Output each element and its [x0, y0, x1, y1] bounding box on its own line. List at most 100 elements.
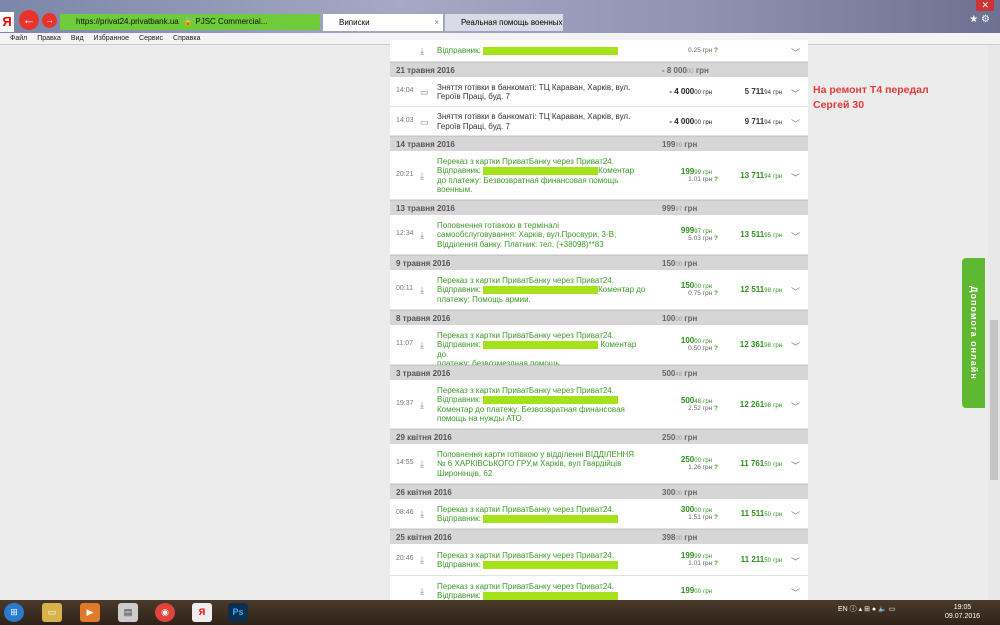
description-line: платежу: Помощь армии.: [437, 295, 647, 305]
currency: грн: [702, 560, 713, 567]
transaction-row[interactable]: 11:07 ⤓ Переказ з картки ПриватБанку через…: [390, 325, 808, 369]
menu-item[interactable]: Файл: [10, 35, 28, 42]
commission-help-icon[interactable]: ?: [712, 47, 718, 54]
balance-int: 13 711: [740, 170, 765, 180]
menu-item[interactable]: Правка: [37, 35, 61, 42]
transaction-row[interactable]: 08:46 ⤓ Переказ з картки ПриватБанку через…: [390, 499, 808, 529]
explorer-icon[interactable]: ▭: [42, 603, 62, 622]
photoshop-icon[interactable]: Ps: [228, 603, 248, 622]
description-text: платежу: Помощь армии.: [437, 294, 531, 304]
language-indicator[interactable]: EN: [838, 606, 848, 613]
currency: грн: [702, 404, 713, 412]
transaction-row[interactable]: 19:37 ⤓ Переказ з картки ПриватБанку через…: [390, 380, 808, 429]
currency: грн: [684, 533, 698, 542]
chevron-down-icon[interactable]: ﹀: [790, 401, 800, 412]
amount-dec: 48: [694, 398, 701, 405]
system-tray: EN ⓘ ▴ ⊞ ● 🔈 ▭: [838, 606, 896, 613]
commission-help-icon[interactable]: ?: [712, 560, 718, 567]
transaction-row[interactable]: ⤓ Відправник: 0.25 грн ? ﹀: [390, 40, 808, 62]
tab-statements[interactable]: Виписки ×: [323, 14, 443, 31]
date-header: 26 квітня 2016 30000 грн: [390, 484, 808, 499]
transaction-description: Переказ з картки ПриватБанку через Прива…: [437, 157, 647, 195]
description-text: Відправник:: [437, 560, 484, 569]
tab-news[interactable]: Реальная помощь военных -...: [445, 14, 563, 31]
chevron-down-icon[interactable]: ﹀: [790, 172, 800, 183]
forward-button[interactable]: →: [42, 13, 57, 28]
amount-dec: 99: [694, 169, 701, 176]
menu-item[interactable]: Справка: [173, 35, 201, 42]
balance: 9 71194 грн: [745, 117, 782, 126]
download-icon: ⤓: [420, 230, 424, 240]
description-text: самообслуговування: Харків, вул.Просвури…: [437, 230, 617, 240]
total-dec: 97: [675, 207, 683, 213]
amount-dec: 00: [694, 458, 701, 464]
description-line: Відправник: Коментар до: [437, 340, 647, 359]
amount-int: - 4 000: [669, 87, 695, 96]
scrollbar-thumb[interactable]: [990, 320, 998, 480]
chrome-icon[interactable]: ◉: [155, 603, 175, 622]
transaction-amount: - 4 00000 грн: [669, 117, 712, 126]
commission-value: 0.50: [688, 345, 701, 352]
download-icon: ⤓: [420, 46, 424, 56]
clock[interactable]: 19:05 09.07.2016: [945, 604, 981, 620]
menu-item[interactable]: Сервис: [139, 35, 164, 42]
commission-help-icon[interactable]: ?: [712, 175, 718, 183]
commission-help-icon[interactable]: ?: [712, 404, 718, 412]
total-dec: 00: [675, 436, 683, 442]
chevron-down-icon[interactable]: ﹀: [790, 118, 800, 129]
transaction-row[interactable]: 20:46 ⤓ Переказ з картки ПриватБанку через…: [390, 544, 808, 576]
balance: 13 71194 грн: [740, 171, 782, 180]
currency: грн: [703, 589, 712, 595]
chevron-down-icon[interactable]: ﹀: [790, 557, 800, 567]
close-tab-icon[interactable]: ×: [434, 18, 439, 27]
chevron-down-icon[interactable]: ﹀: [790, 48, 800, 58]
day-total: 10000 грн: [662, 311, 697, 328]
redacted-sender: [483, 560, 619, 569]
transaction-row[interactable]: 14:03 ▭ Зняття готівки в банкоматі: ТЦ Кар…: [390, 107, 808, 136]
description-line: Переказ з картки ПриватБанку через Прива…: [437, 582, 647, 592]
amount-int: 100: [680, 336, 695, 345]
commission-help-icon[interactable]: ?: [712, 235, 718, 242]
yandex-browser-icon[interactable]: Я: [192, 603, 212, 622]
balance-dec: 95: [764, 233, 771, 239]
transaction-row[interactable]: 00:11 ⤓ Переказ з картки ПриватБанку через…: [390, 270, 808, 310]
menu-item[interactable]: Вид: [70, 35, 84, 42]
chevron-down-icon[interactable]: ﹀: [790, 342, 800, 352]
transaction-row[interactable]: 14:04 ▭ Зняття готівки в банкоматі: ТЦ Кар…: [390, 77, 808, 107]
commission-help-icon[interactable]: ?: [712, 464, 718, 471]
document-icon[interactable]: ▤: [118, 603, 138, 622]
description-line: Широнінців, 62: [437, 469, 647, 479]
chevron-down-icon[interactable]: ﹀: [790, 89, 800, 99]
transaction-row[interactable]: 20:21 ⤓ Переказ з картки ПриватБанку через…: [390, 151, 808, 200]
address-bar[interactable]: https://privat24.privatbank.ua 🔒 PJSC Co…: [60, 14, 320, 30]
start-button[interactable]: ⊞: [4, 603, 24, 622]
chevron-down-icon[interactable]: ﹀: [790, 588, 800, 598]
commission: 1.01 грн ?: [688, 560, 718, 567]
commission-help-icon[interactable]: ?: [712, 345, 718, 352]
download-icon: ⤓: [420, 555, 424, 565]
total-int: 100: [662, 314, 676, 323]
chevron-down-icon[interactable]: ﹀: [790, 511, 800, 521]
back-button[interactable]: ←: [19, 10, 39, 30]
chevron-down-icon[interactable]: ﹀: [790, 461, 800, 471]
window-close-button[interactable]: ✕: [976, 0, 994, 11]
currency: грн: [702, 290, 713, 297]
transaction-row[interactable]: 12:34 ⤓ Поповнення готівкою в терміналі сам…: [390, 215, 808, 255]
description-line: Переказ з картки ПриватБанку через Прива…: [437, 276, 647, 286]
description-text: платежу: безвозмездная помощь.: [437, 359, 562, 369]
download-icon: ⤓: [420, 340, 424, 350]
chevron-down-icon[interactable]: ﹀: [790, 287, 800, 297]
commission-help-icon[interactable]: ?: [712, 290, 718, 297]
transaction-row[interactable]: ⤓ Переказ з картки ПриватБанку через Прив…: [390, 576, 808, 601]
commission-help-icon[interactable]: ?: [712, 514, 718, 521]
description-text: Відправник:: [437, 514, 484, 523]
currency: грн: [684, 433, 698, 442]
transaction-row[interactable]: 14:55 ⤓ Поповнення карти готівкою у відділ…: [390, 444, 808, 484]
chevron-down-icon[interactable]: ﹀: [790, 232, 800, 242]
balance: 11 21150 грн: [741, 555, 782, 564]
favorites-star-icon[interactable]: ★ ⚙: [969, 14, 990, 25]
menu-item[interactable]: Избранное: [93, 35, 130, 42]
balance-int: 11 761: [740, 459, 765, 468]
help-online-button[interactable]: Допомога онлайн: [962, 258, 985, 408]
media-player-icon[interactable]: ▶: [80, 603, 100, 622]
